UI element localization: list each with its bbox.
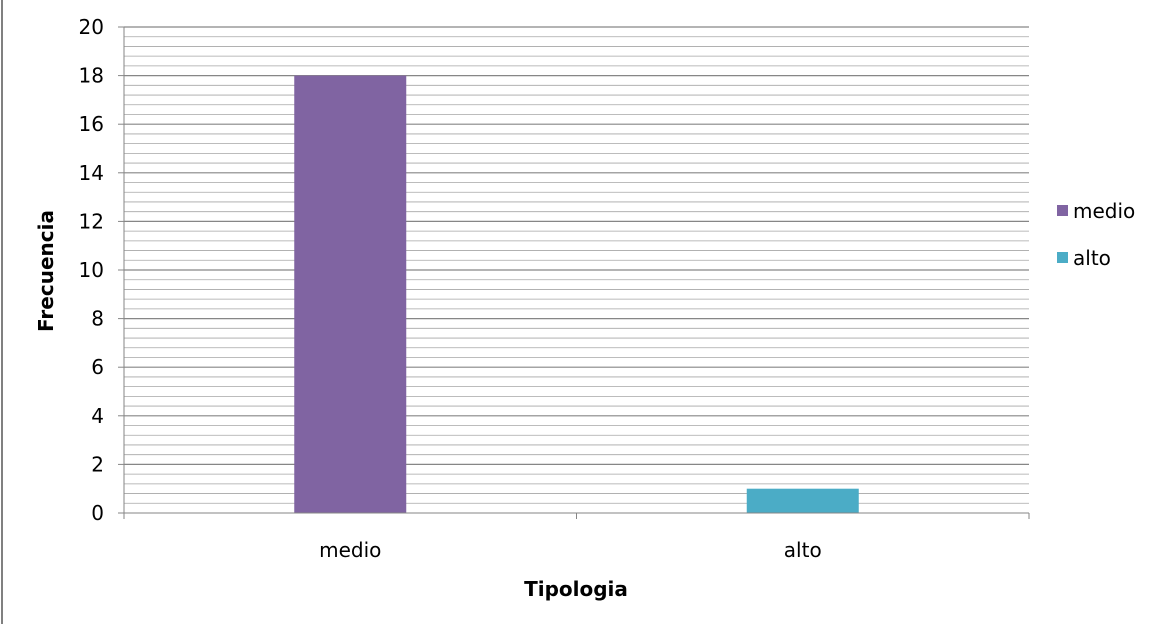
bar-medio	[294, 75, 407, 513]
y-tick-label: 6	[91, 355, 104, 379]
y-tick-label: 4	[91, 404, 104, 428]
y-tick-label: 20	[79, 15, 104, 39]
y-tick-label: 16	[79, 112, 104, 136]
legend-swatch-alto	[1057, 252, 1068, 263]
y-tick-label: 12	[79, 209, 104, 233]
y-tick-label: 14	[79, 161, 104, 185]
legend-swatch-medio	[1057, 205, 1068, 216]
y-tick-label: 8	[91, 307, 104, 331]
y-tick-label: 0	[91, 501, 104, 525]
x-tick-label: alto	[784, 538, 822, 562]
x-tick-labels: medio alto	[123, 513, 1030, 562]
y-tick-label: 2	[91, 452, 104, 476]
legend: medio alto	[1057, 199, 1135, 270]
grid-lines	[124, 26, 1029, 504]
bars	[294, 75, 859, 513]
x-axis-title: Tipologia	[524, 577, 628, 601]
x-tick-label: medio	[319, 538, 381, 562]
legend-label-alto: alto	[1073, 246, 1111, 270]
y-tick-labels: 0 2 4 6 8 10 12 14 16 18 20	[79, 15, 124, 525]
legend-label-medio: medio	[1073, 199, 1135, 223]
bar-alto	[746, 488, 859, 513]
y-tick-label: 18	[79, 64, 104, 88]
y-axis-title: Frecuencia	[34, 210, 58, 332]
y-tick-label: 10	[79, 258, 104, 282]
